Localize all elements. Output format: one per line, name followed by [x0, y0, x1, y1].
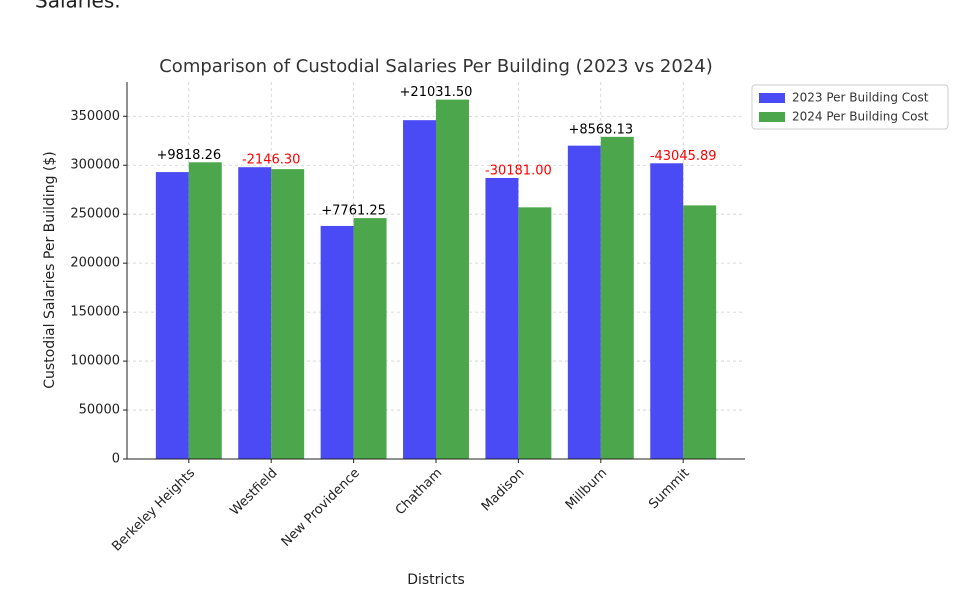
bar — [403, 120, 436, 460]
bar — [271, 169, 305, 460]
x-tick-label: New Providence — [279, 466, 363, 550]
bar — [238, 167, 272, 460]
legend-swatch — [759, 112, 785, 122]
bar — [353, 218, 387, 459]
x-tick-label: Berkeley Heights — [109, 466, 198, 555]
legend-box — [751, 84, 949, 130]
legend-swatch — [759, 93, 785, 103]
annotation: -30181.00 — [485, 163, 552, 178]
legend-label: 2023 Per Building Cost — [792, 91, 929, 105]
bar — [485, 177, 519, 460]
bar — [188, 162, 222, 460]
y-tick-label: 300000 — [70, 158, 120, 173]
annotation: -43045.89 — [650, 149, 717, 164]
x-tick-label: Summit — [646, 466, 692, 512]
y-tick-label: 100000 — [70, 354, 120, 369]
bar — [155, 172, 189, 459]
y-tick-label: 250000 — [70, 207, 120, 222]
legend-label: 2024 Per Building Cost — [792, 110, 929, 124]
y-axis-label: Custodial Salaries Per Building ($) — [42, 151, 58, 388]
chart-title: Comparison of Custodial Salaries Per Bui… — [159, 56, 713, 77]
y-tick-label: 50000 — [79, 403, 120, 418]
y-tick-label: 200000 — [70, 256, 120, 271]
annotation: +7761.25 — [321, 204, 386, 219]
bar — [518, 207, 552, 459]
x-tick-label: Madison — [479, 466, 528, 515]
bar — [683, 205, 717, 459]
y-tick-label: 0 — [112, 452, 120, 467]
bar — [436, 99, 469, 459]
annotation: +8568.13 — [568, 122, 633, 137]
y-tick-label: 150000 — [70, 305, 120, 320]
bar — [650, 163, 684, 459]
annotation: +21031.50 — [400, 85, 473, 100]
annotation: -2146.30 — [242, 153, 300, 168]
x-tick-label: Westfield — [227, 466, 280, 519]
bar — [567, 145, 601, 459]
x-tick-label: Millburn — [563, 466, 610, 513]
y-tick-label: 350000 — [70, 109, 120, 124]
annotation: +9818.26 — [156, 148, 221, 163]
bar — [320, 225, 354, 459]
caption: Salaries. — [35, 0, 121, 13]
bar — [600, 136, 634, 459]
x-axis-label: Districts — [407, 572, 465, 588]
x-tick-label: Chatham — [393, 466, 446, 519]
